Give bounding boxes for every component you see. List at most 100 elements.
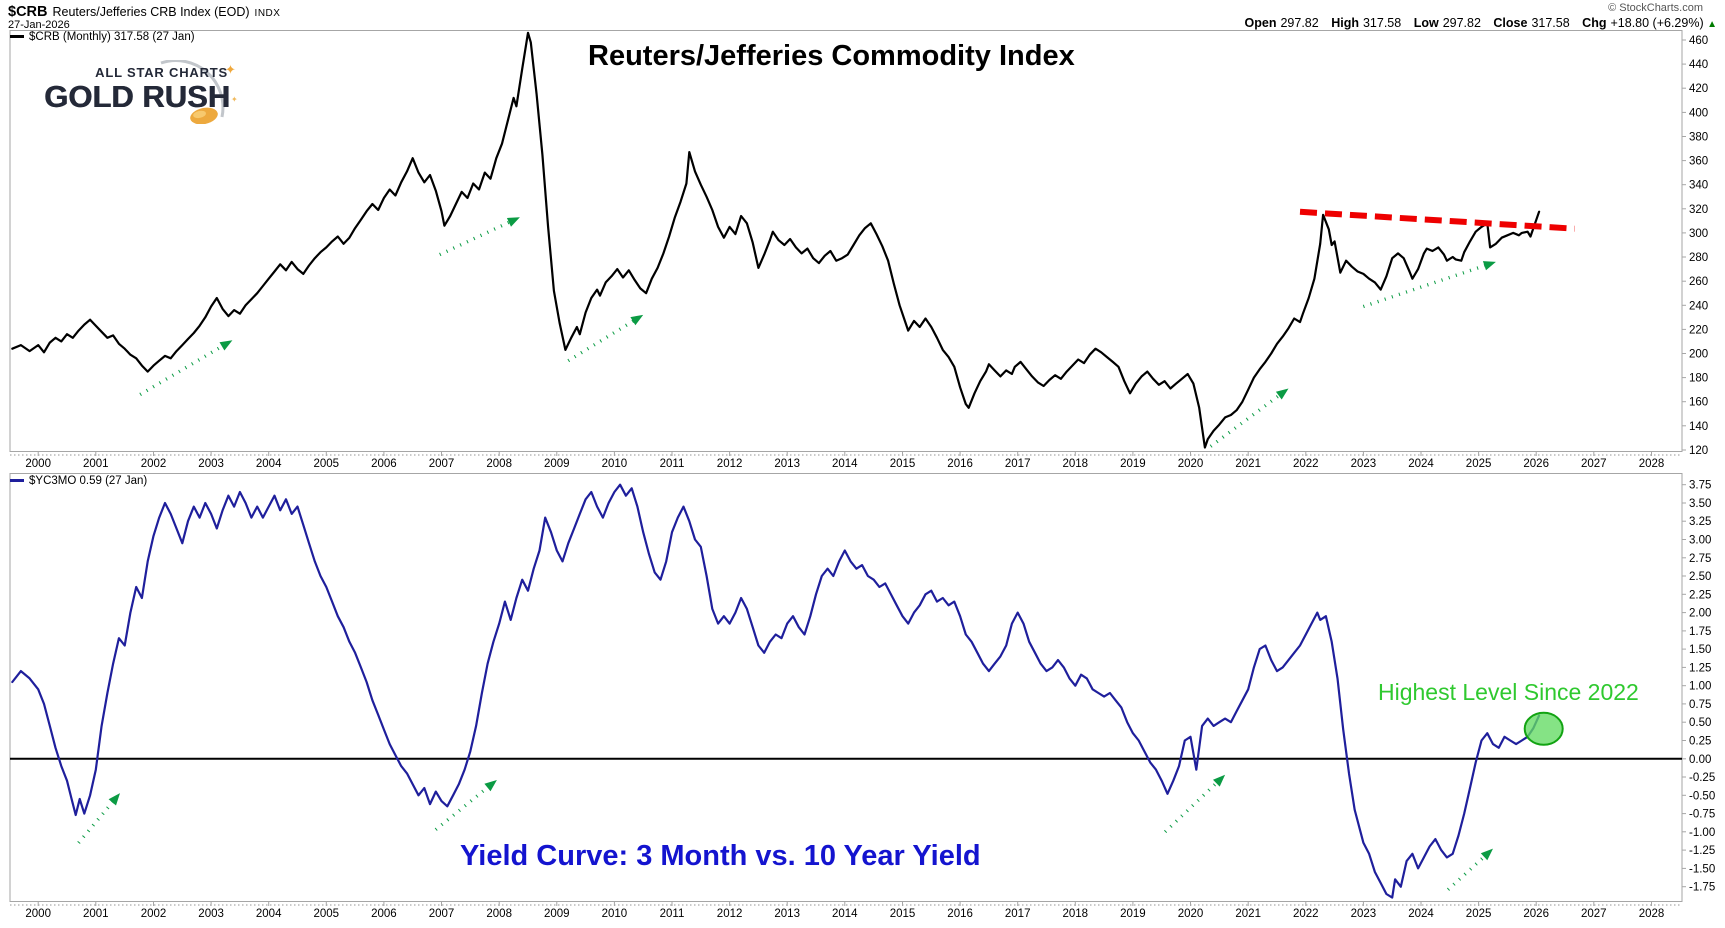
x-axis-label: 2010 — [602, 458, 628, 470]
y-axis-label: -0.75 — [1689, 809, 1715, 821]
crb-price-chart: 2000 2001 2002 2003 2004 2005 2006 2007 2008 2009… — [9, 30, 1708, 470]
y-axis-label: 2.25 — [1689, 589, 1711, 601]
x-axis-label: 2001 — [83, 458, 109, 470]
crb-legend: $CRB (Monthly) 317.58 (27 Jan) — [10, 31, 195, 43]
x-axis-label: 2019 — [1120, 458, 1146, 470]
chart-header-left: $CRB Reuters/Jefferies CRB Index (EOD) IND… — [8, 3, 280, 21]
x-axis-label: 2000 — [25, 908, 51, 920]
x-axis-label: 2012 — [717, 458, 743, 470]
y-axis-label: -1.50 — [1689, 863, 1715, 875]
x-axis-label: 2006 — [371, 458, 397, 470]
y-axis-label: -0.50 — [1689, 790, 1715, 802]
plot-frame — [9, 30, 1683, 452]
y-axis-label: 360 — [1689, 156, 1708, 168]
x-axis-label: 2021 — [1235, 458, 1261, 470]
small-sparkle-icon: ✦ — [231, 95, 238, 104]
y-axis-label: 400 — [1689, 107, 1708, 119]
x-axis-label: 2021 — [1235, 908, 1261, 920]
trend-arrow-head — [1213, 774, 1226, 787]
y-axis-label: 340 — [1689, 180, 1708, 192]
x-axis-label: 2015 — [890, 458, 916, 470]
x-axis-label: 2017 — [1005, 458, 1031, 470]
x-axis-label: 2027 — [1581, 458, 1607, 470]
x-axis-label: 2011 — [660, 458, 685, 470]
x-axis-label: 2013 — [774, 458, 800, 470]
trend-arrow-shaft — [1164, 781, 1219, 834]
x-axis-label: 2005 — [314, 908, 340, 920]
x-axis-label: 2019 — [1120, 908, 1146, 920]
high-value: 317.58 — [1362, 16, 1402, 30]
y-axis-label: 1.25 — [1689, 662, 1711, 674]
x-axis-label: 2005 — [314, 458, 340, 470]
logo-swoosh-arc — [160, 60, 225, 118]
x-axis-label: 2018 — [1063, 458, 1089, 470]
trend-arrow-head — [630, 314, 644, 326]
y-axis-label: 380 — [1689, 132, 1708, 144]
x-axis-label: 2023 — [1351, 458, 1377, 470]
y-axis-label: 460 — [1689, 35, 1708, 47]
x-axis-label: 2011 — [660, 908, 685, 920]
x-axis-label: 2009 — [544, 458, 570, 470]
y-axis-label: 300 — [1689, 228, 1708, 240]
x-axis-label: 2020 — [1178, 458, 1204, 470]
x-axis-label: 2022 — [1293, 908, 1319, 920]
y-axis-label: 1.75 — [1689, 626, 1711, 638]
close-value: 317.58 — [1531, 16, 1570, 30]
chart-date: 27-Jan-2026 — [8, 19, 70, 31]
x-axis-label: 2010 — [602, 908, 628, 920]
trend-arrow-shaft — [77, 800, 115, 844]
x-axis-label: 2004 — [256, 458, 282, 470]
x-axis-label: 2004 — [256, 908, 282, 920]
x-axis-label: 2025 — [1466, 908, 1492, 920]
x-axis-label: 2026 — [1523, 908, 1549, 920]
y-axis-label: -1.25 — [1689, 845, 1715, 857]
x-axis-label: 2016 — [947, 908, 973, 920]
y-axis-label: 320 — [1689, 204, 1708, 216]
x-axis-label: 2012 — [717, 908, 743, 920]
trend-arrow-head — [1275, 388, 1289, 400]
yield-curve-chart: 2000 2001 2002 2003 2004 2005 2006 2007 2008 2009… — [9, 473, 1715, 920]
x-axis-label: 2007 — [429, 458, 455, 470]
yield-curve-title: Yield Curve: 3 Month vs. 10 Year Yield — [460, 840, 981, 872]
index-name: Reuters/Jefferies CRB Index (EOD) — [52, 5, 250, 19]
x-axis-label: 2027 — [1581, 908, 1607, 920]
trend-arrow-head — [108, 793, 120, 806]
y-axis-label: 420 — [1689, 83, 1708, 95]
trend-arrow-head — [484, 780, 497, 792]
x-axis-label: 2014 — [832, 908, 858, 920]
y-axis-label: 0.75 — [1689, 699, 1711, 711]
x-axis-label: 2006 — [371, 908, 397, 920]
logo-line-1: ALL STAR CHARTS — [95, 65, 228, 80]
low-label: Low — [1413, 16, 1439, 30]
resistance-trendline — [1299, 208, 1575, 232]
y-axis-label: 2.75 — [1689, 553, 1711, 565]
x-axis-label: 2000 — [25, 458, 51, 470]
y-axis-label: 1.00 — [1689, 681, 1711, 693]
high-label: High — [1331, 16, 1359, 30]
change-label: Chg — [1582, 16, 1607, 30]
trend-arrow-head — [219, 340, 233, 351]
trend-arrow-head — [1480, 848, 1493, 861]
close-label: Close — [1493, 16, 1528, 30]
x-axis-label: 2003 — [198, 908, 224, 920]
x-axis-label: 2022 — [1293, 458, 1319, 470]
y-axis-label: 440 — [1689, 59, 1708, 71]
plot-frame — [9, 473, 1683, 902]
crb-legend-text: $CRB (Monthly) 317.58 (27 Jan) — [29, 31, 195, 43]
x-axis-label: 2026 — [1523, 458, 1549, 470]
x-axis-label: 2003 — [198, 458, 224, 470]
trend-arrow-shaft — [567, 319, 635, 363]
trend-arrow-shaft — [1446, 854, 1487, 891]
x-axis-label: 2001 — [83, 908, 109, 920]
price-line — [11, 31, 1541, 449]
x-axis-label: 2024 — [1408, 458, 1434, 470]
x-axis-label: 2013 — [774, 908, 800, 920]
x-axis-label: 2025 — [1466, 458, 1492, 470]
trend-arrow-shaft — [434, 785, 490, 831]
x-axis-label: 2008 — [486, 458, 512, 470]
open-value: 297.82 — [1280, 16, 1319, 30]
x-axis-label: 2002 — [141, 908, 167, 920]
x-axis-label: 2014 — [832, 458, 858, 470]
trend-arrow-head — [506, 217, 520, 227]
